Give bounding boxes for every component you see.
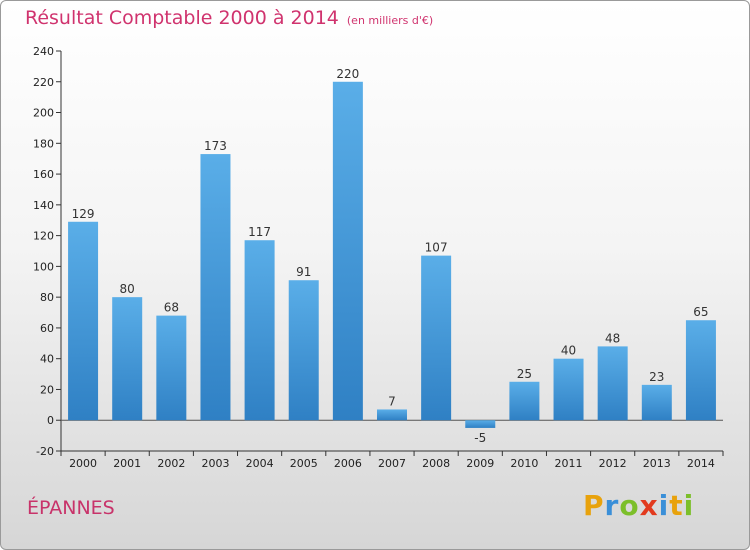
bar — [332, 81, 363, 421]
y-tick-label: 220 — [33, 76, 54, 89]
y-tick-label: 180 — [33, 137, 54, 150]
x-tick-label: 2011 — [555, 457, 583, 470]
bar-value-label: 80 — [120, 282, 135, 296]
logo-letter: t — [669, 489, 684, 522]
y-tick-label: 120 — [33, 230, 54, 243]
logo-letter: x — [639, 489, 659, 522]
logo-letter: r — [604, 489, 620, 522]
x-tick-label: 2000 — [69, 457, 97, 470]
bar — [112, 297, 143, 421]
y-tick-label: 60 — [40, 322, 54, 335]
bar — [156, 315, 187, 421]
x-tick-label: 2013 — [643, 457, 671, 470]
bar-value-label: -5 — [474, 431, 486, 445]
y-tick-label: 100 — [33, 260, 54, 273]
bar-value-label: 25 — [517, 367, 532, 381]
logo-letter: o — [619, 489, 640, 522]
y-tick-label: 0 — [47, 414, 54, 427]
bar — [509, 381, 540, 421]
bar — [377, 409, 407, 421]
bar-value-label: 117 — [248, 225, 271, 239]
y-tick-label: 20 — [40, 383, 54, 396]
bar — [421, 255, 452, 421]
bar-value-label: 107 — [425, 241, 448, 255]
bar-value-label: 91 — [296, 265, 311, 279]
x-tick-label: 2005 — [290, 457, 318, 470]
chart-title: Résultat Comptable 2000 à 2014 (en millie… — [25, 7, 433, 29]
x-tick-label: 2002 — [157, 457, 185, 470]
bar — [465, 420, 496, 428]
bar — [685, 320, 716, 421]
bar-value-label: 68 — [164, 301, 179, 315]
bar-value-label: 40 — [561, 344, 576, 358]
y-tick-label: 200 — [33, 107, 54, 120]
bar — [200, 154, 231, 421]
x-tick-label: 2012 — [599, 457, 627, 470]
bar — [553, 358, 584, 421]
logo-letter: P — [583, 489, 605, 522]
x-tick-label: 2007 — [378, 457, 406, 470]
bar-value-label: 65 — [693, 305, 708, 319]
y-tick-label: 140 — [33, 199, 54, 212]
bar — [288, 280, 319, 421]
x-tick-label: 2014 — [687, 457, 715, 470]
bar-value-label: 173 — [204, 139, 227, 153]
x-tick-label: 2004 — [246, 457, 274, 470]
x-tick-label: 2006 — [334, 457, 362, 470]
chart-title-text: Résultat Comptable 2000 à 2014 — [25, 7, 339, 29]
y-tick-label: 80 — [40, 291, 54, 304]
y-tick-label: 240 — [33, 45, 54, 58]
bar-value-label: 23 — [649, 370, 664, 384]
bar-value-label: 48 — [605, 331, 620, 345]
town-name: ÉPANNES — [27, 497, 115, 519]
bar — [68, 221, 99, 421]
bar-value-label: 220 — [336, 67, 359, 81]
x-tick-label: 2009 — [466, 457, 494, 470]
logo-letter: i — [683, 489, 695, 522]
logo-letter: i — [658, 489, 670, 522]
proxiti-logo: Proxiti — [583, 489, 694, 522]
y-tick-label: 40 — [40, 353, 54, 366]
chart-subtitle: (en milliers d'€) — [346, 14, 434, 27]
y-tick-label: 160 — [33, 168, 54, 181]
x-tick-label: 2010 — [510, 457, 538, 470]
bar — [244, 240, 275, 421]
bar-value-label: 7 — [388, 394, 396, 408]
bar-value-label: 129 — [72, 207, 95, 221]
x-tick-label: 2003 — [201, 457, 229, 470]
x-tick-label: 2001 — [113, 457, 141, 470]
bar — [597, 346, 628, 421]
bar — [641, 384, 672, 421]
x-tick-label: 2008 — [422, 457, 450, 470]
y-tick-label: -20 — [36, 445, 54, 458]
